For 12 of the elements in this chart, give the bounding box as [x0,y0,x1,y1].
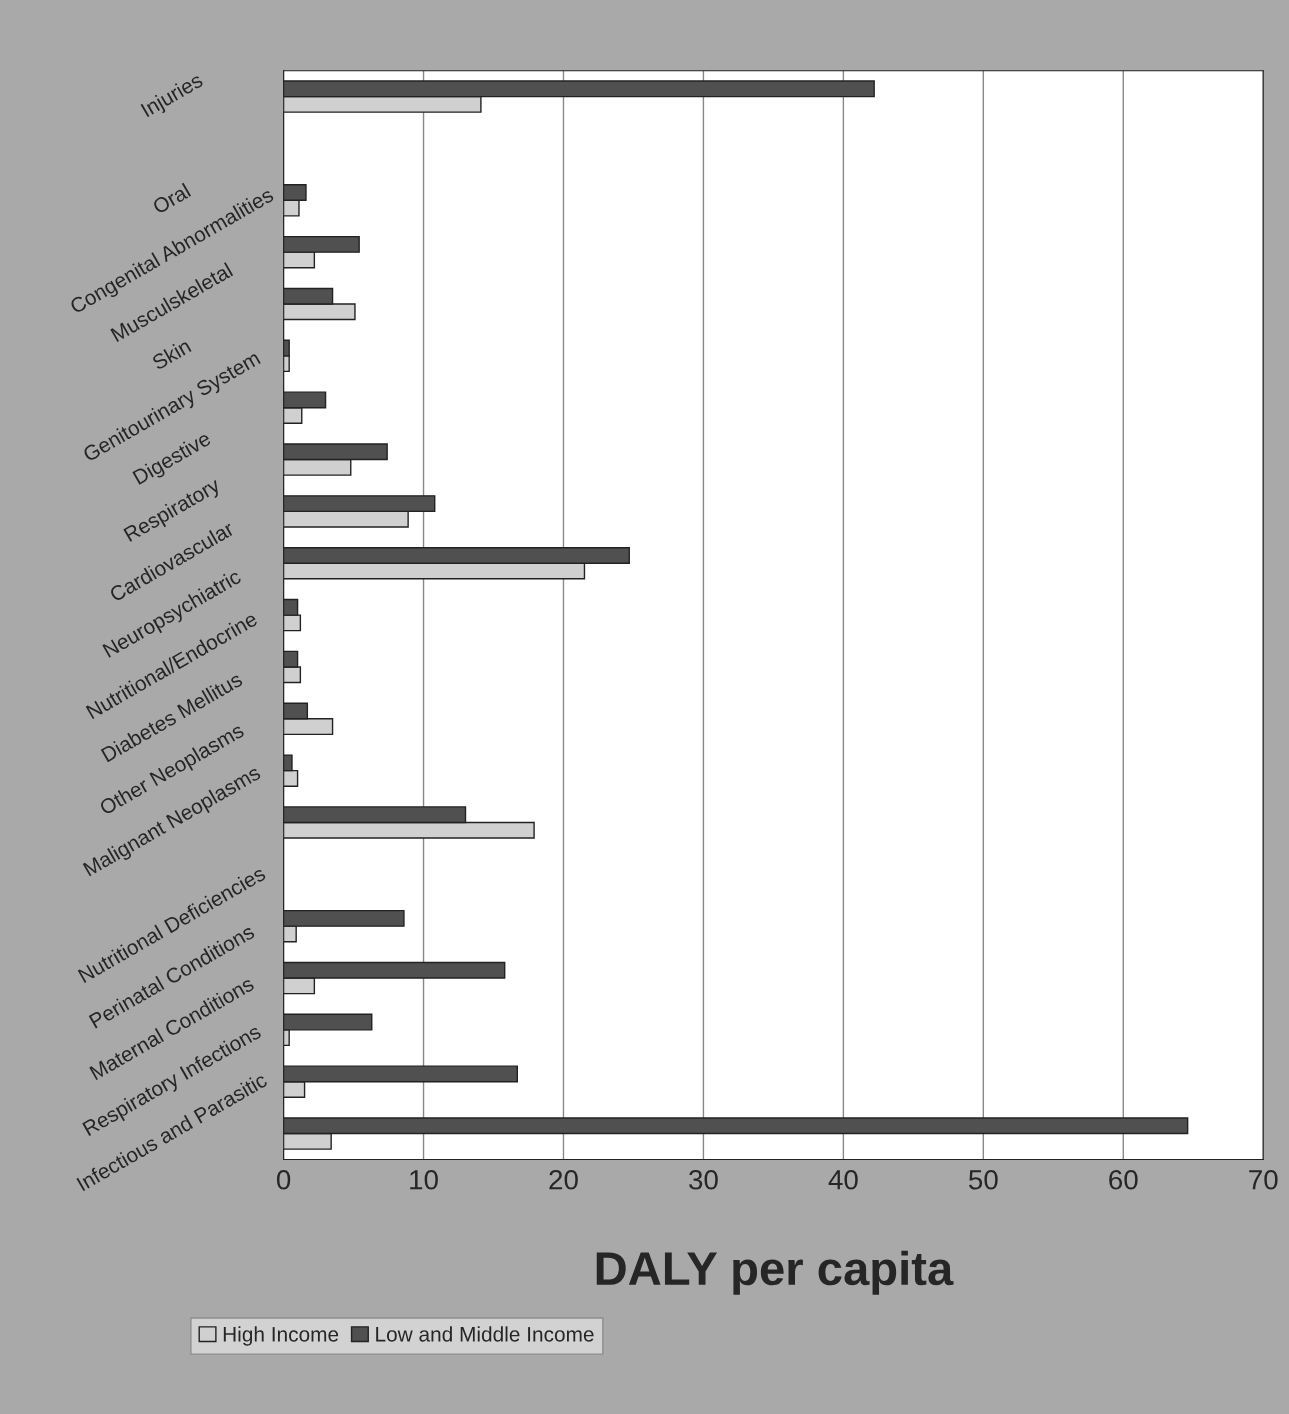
legend-label: Low and Middle Income [376,1326,594,1342]
x-tick-label: 10 [410,1169,438,1190]
x-axis-title: DALY per capita [596,1250,954,1295]
x-tick-label: 70 [1249,1169,1278,1190]
x-tick-label: 20 [549,1169,578,1190]
x-tick-label: 30 [689,1169,718,1190]
y-tick-label: Skin [150,337,192,371]
x-tick-label: 40 [828,1169,858,1190]
x-tick-label: 60 [1109,1169,1138,1190]
legend-label: High Income [223,1326,339,1346]
x-tick-label: 50 [968,1169,998,1190]
x-tick-label: 0 [276,1169,291,1190]
